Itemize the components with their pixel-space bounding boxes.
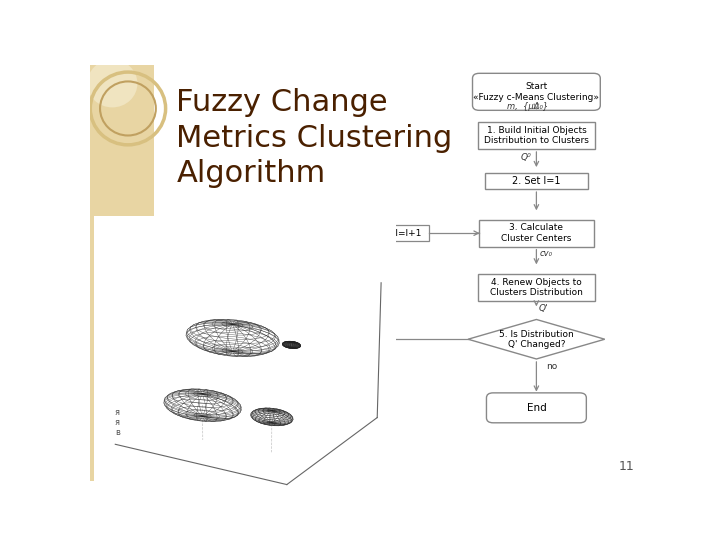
Text: yes: yes [365,320,380,329]
Text: 5. Is Distribution
Q' Changed?: 5. Is Distribution Q' Changed? [499,329,574,349]
Text: End: End [526,403,546,413]
FancyBboxPatch shape [487,393,586,423]
Bar [359,225,429,241]
Text: 4. Renew Objects to
Clusters Distribution: 4. Renew Objects to Clusters Distributio… [490,278,582,297]
FancyBboxPatch shape [472,73,600,110]
Bar [478,274,595,301]
Polygon shape [468,320,605,359]
Text: Fuzzy Change
Metrics Clustering
Algorithm: Fuzzy Change Metrics Clustering Algorith… [176,87,453,188]
Text: 2. Set l=1: 2. Set l=1 [512,176,561,186]
Text: m,  {μΔ₀}: m, {μΔ₀} [508,103,549,111]
Text: cv₀: cv₀ [540,248,553,258]
Text: Start
«Fuzzy c-Means Clustering»: Start «Fuzzy c-Means Clustering» [474,82,600,102]
Text: Q⁰: Q⁰ [521,153,532,162]
Text: Q': Q' [539,304,549,313]
Bar [90,65,154,481]
Text: no: no [546,362,558,371]
Text: 6. Set l=l+1: 6. Set l=l+1 [366,229,422,238]
Text: 1. Build Initial Objects
Distribution to Clusters: 1. Build Initial Objects Distribution to… [484,126,589,145]
Ellipse shape [87,59,138,107]
Text: 3. Calculate
Cluster Centers: 3. Calculate Cluster Centers [501,224,572,243]
Text: 11: 11 [618,460,634,473]
Bar [480,220,593,247]
Bar [485,173,588,189]
Bar [478,122,595,149]
